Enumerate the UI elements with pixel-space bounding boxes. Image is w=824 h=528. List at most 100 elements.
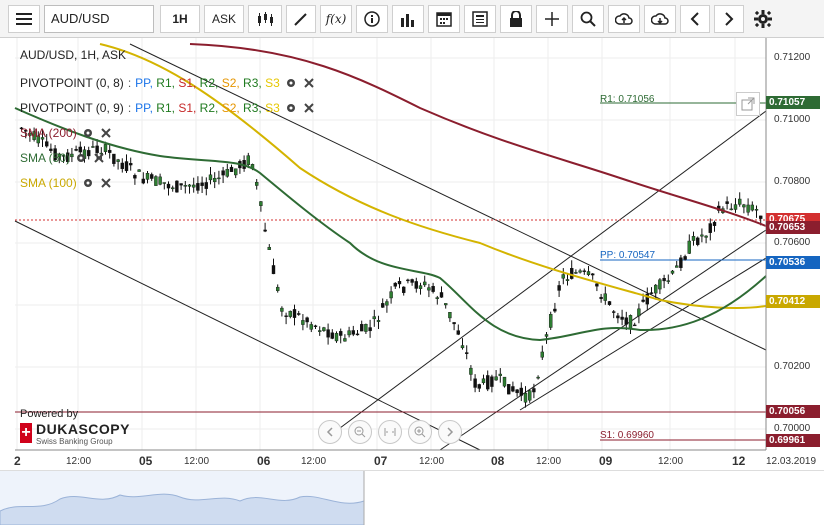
overview-navigator[interactable]	[0, 470, 824, 526]
close-icon[interactable]	[302, 101, 316, 115]
gear-icon[interactable]	[284, 76, 298, 90]
gear-icon[interactable]	[74, 151, 88, 165]
candle	[704, 235, 708, 244]
candle	[212, 172, 217, 189]
calendar-button[interactable]	[428, 4, 460, 33]
candle	[381, 298, 385, 308]
settings-button[interactable]	[748, 5, 778, 33]
news-button[interactable]	[464, 4, 496, 33]
crosshair-button[interactable]	[536, 4, 568, 33]
time-tick: 12:00	[301, 456, 327, 467]
reset-zoom-button[interactable]	[378, 420, 402, 444]
close-icon[interactable]	[92, 151, 106, 165]
info-button[interactable]	[356, 4, 388, 33]
gear-icon[interactable]	[284, 101, 298, 115]
powered-by-label: Powered by	[20, 408, 79, 420]
pivot-legend-name: PIVOTPOINT (0, 8)	[20, 76, 124, 90]
pivot-item-r1: R1,	[156, 101, 179, 115]
candle	[19, 126, 24, 131]
candle	[112, 153, 116, 167]
candle	[473, 374, 477, 393]
gear-icon[interactable]	[81, 126, 95, 140]
function-button[interactable]: f(x)	[320, 4, 352, 33]
price-tick: 0.70000	[774, 423, 811, 434]
sma-50-legend: SMA (50)	[20, 151, 106, 165]
pivot-legend-sep: :	[127, 101, 132, 115]
candle	[654, 284, 658, 300]
lock-button[interactable]	[500, 4, 532, 33]
close-icon[interactable]	[99, 126, 113, 140]
gear-icon[interactable]	[81, 176, 95, 190]
candle	[221, 166, 225, 184]
price-tick: 0.71200	[774, 52, 811, 63]
swiss-cross-icon: +	[20, 423, 33, 443]
toolbar: AUD/USD 1H ASK f(x)	[0, 0, 824, 38]
price-tick: 0.71000	[774, 114, 811, 125]
candle	[708, 218, 712, 241]
zoom-in-button[interactable]	[408, 420, 432, 444]
chart-area[interactable]: AUD/USD, 1H, ASK PIVOTPOINT (0, 8) : PP,…	[0, 38, 824, 470]
candle	[574, 269, 578, 274]
close-icon[interactable]	[99, 176, 113, 190]
prev-icon	[690, 11, 699, 26]
candle	[565, 273, 570, 286]
candle	[45, 133, 49, 148]
candle	[628, 314, 633, 335]
candle	[313, 324, 318, 330]
candle	[158, 173, 162, 186]
settings-icon	[754, 9, 772, 28]
zoom-icon	[580, 11, 596, 27]
r1-level-label: R1: 0.71056	[600, 94, 655, 105]
instrument-input[interactable]: AUD/USD	[44, 4, 154, 33]
upload-button[interactable]	[608, 4, 640, 33]
candle	[263, 222, 267, 233]
candle	[137, 169, 141, 172]
candle	[582, 268, 586, 275]
candle	[733, 198, 738, 213]
candle	[133, 173, 137, 185]
candle	[271, 258, 276, 275]
prev-button[interactable]	[680, 4, 710, 33]
lock-icon	[510, 10, 522, 27]
time-tick: 08	[491, 454, 505, 468]
side-selector[interactable]: ASK	[204, 4, 244, 33]
scroll-left-button[interactable]	[318, 420, 342, 444]
candle	[717, 201, 721, 214]
volume-button[interactable]	[392, 4, 424, 33]
price-chart[interactable]	[0, 38, 824, 470]
price-tag-s1: 0.69961	[766, 434, 820, 447]
candle	[624, 311, 628, 330]
scroll-right-button[interactable]	[438, 420, 462, 444]
candle	[128, 157, 133, 171]
candle	[675, 260, 679, 268]
candle	[658, 278, 662, 295]
candle	[712, 220, 717, 232]
chart-type-button[interactable]	[248, 4, 282, 33]
price-tag-sma100: 0.70412	[766, 295, 820, 308]
zoom-button[interactable]	[572, 4, 604, 33]
candle	[544, 332, 549, 344]
candle	[595, 283, 599, 292]
candle	[86, 146, 91, 160]
sma-200-legend-label: SMA (200)	[20, 126, 77, 140]
period-selector[interactable]: 1H	[160, 4, 200, 33]
candlesticks	[19, 126, 763, 408]
draw-button[interactable]	[286, 4, 316, 33]
time-tick: 12	[732, 454, 746, 468]
download-button[interactable]	[644, 4, 676, 33]
candle	[498, 368, 502, 383]
candle	[683, 254, 687, 261]
menu-button[interactable]	[8, 4, 40, 33]
chart-title: AUD/USD, 1H, ASK	[20, 48, 127, 62]
next-button[interactable]	[714, 4, 744, 33]
close-icon[interactable]	[302, 76, 316, 90]
candle	[423, 275, 427, 287]
fullscreen-button[interactable]	[736, 92, 760, 116]
time-tick: 12:00	[658, 456, 684, 467]
sma-100-line	[99, 43, 767, 309]
candle	[591, 273, 595, 280]
price-tag-sma200: 0.70653	[766, 221, 820, 234]
candle	[24, 129, 28, 139]
zoom-out-button[interactable]	[348, 420, 372, 444]
time-tick: 06	[257, 454, 271, 468]
